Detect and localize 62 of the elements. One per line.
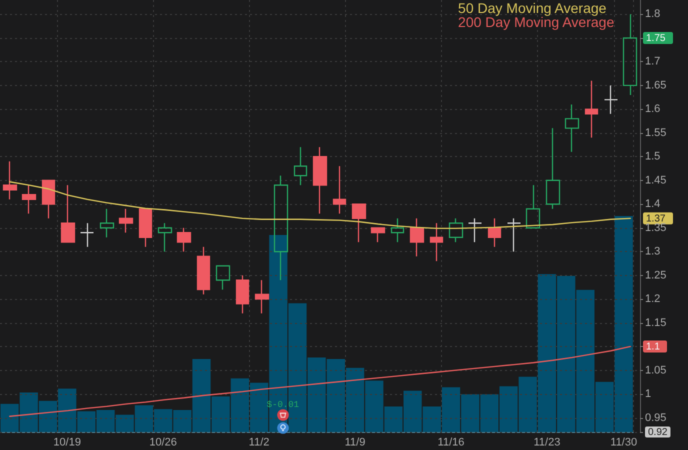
- y-tick-label: 1.35: [645, 222, 666, 234]
- y-tick-label: 1.7: [645, 56, 660, 68]
- candlestick: [564, 104, 580, 153]
- candlestick: [604, 84, 618, 115]
- x-tick-label: 11/16: [438, 436, 464, 448]
- data-label: 1.37: [646, 213, 666, 224]
- candlestick: [42, 180, 56, 219]
- candlestick: [430, 222, 444, 262]
- candlestick: [138, 208, 152, 248]
- candlestick: [118, 208, 134, 234]
- candlestick: [622, 14, 638, 96]
- y-tick-label: 1.45: [645, 174, 666, 186]
- candlestick: [370, 227, 386, 243]
- text: 1.75: [646, 32, 666, 44]
- y-tick-label: 1.25: [645, 269, 666, 282]
- candlestick: [176, 227, 192, 252]
- candlestick: [2, 160, 18, 200]
- candlestick: [448, 218, 464, 243]
- x-tick-label: 10/26: [149, 436, 177, 448]
- candlestick: [80, 222, 94, 248]
- y-tick-label: 1.65: [645, 79, 666, 92]
- candlestick: [158, 222, 172, 252]
- x-tick-label: 11/9: [344, 436, 366, 448]
- x-tick-label: 11/30: [610, 436, 638, 448]
- y-tick-label: 1.2: [645, 293, 660, 306]
- x-tick-label: 11/23: [534, 436, 560, 448]
- y-tick-label: 1.5: [645, 150, 660, 163]
- candlestick: [60, 184, 76, 243]
- candlestick: [584, 80, 598, 138]
- candlestick: [22, 184, 36, 214]
- candlestick: [294, 146, 308, 186]
- candlestick: [352, 204, 366, 243]
- x-tick-label: 10/19: [53, 436, 81, 448]
- candlestick: [254, 279, 270, 314]
- line-series: [9, 181, 631, 229]
- candlestick: [390, 218, 404, 243]
- text: 50 Day Moving Average: [458, 0, 607, 16]
- candlestick: [236, 274, 250, 314]
- candlestick: [100, 208, 114, 238]
- y-tick-label: 1.6: [645, 103, 660, 116]
- y-tick-label: 1.15: [645, 316, 666, 329]
- y-tick-label: 1.8: [645, 8, 660, 20]
- y-tick-label: 1.55: [645, 126, 666, 139]
- candlestick: [488, 218, 502, 248]
- data-label: 1.1: [646, 342, 660, 353]
- candlestick: [312, 146, 328, 214]
- candlestick: [506, 218, 522, 252]
- candlestick: [274, 175, 288, 281]
- y-tick-label: 0.92: [648, 427, 668, 438]
- x-tick-label: 11/2: [248, 436, 270, 448]
- candlestick: [410, 218, 424, 257]
- y-tick-label: 1.05: [645, 364, 666, 376]
- candlestick: [332, 166, 346, 214]
- candlestick: [468, 218, 482, 243]
- y-tick-label: 1.3: [645, 246, 660, 258]
- y-tick-label: 1: [645, 388, 652, 400]
- candlestick: [196, 246, 210, 295]
- candlestick: [216, 265, 230, 290]
- y-tick-label: 1.4: [645, 198, 660, 210]
- candlestick: [546, 128, 560, 210]
- y-tick-label: 0.95: [645, 412, 666, 424]
- candlestick: [526, 184, 540, 228]
